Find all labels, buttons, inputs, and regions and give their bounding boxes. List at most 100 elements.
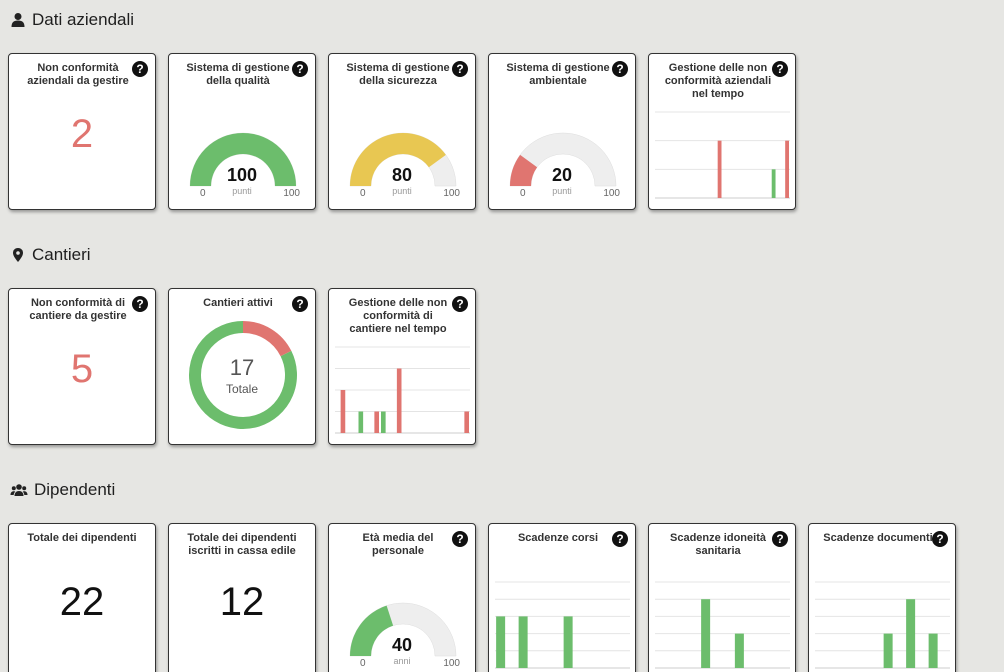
bar-chart: [655, 111, 790, 199]
gauge-chart: [509, 132, 617, 187]
help-icon[interactable]: ?: [292, 296, 308, 312]
section-title-label: Dipendenti: [34, 480, 116, 499]
card-site-nc-over-time[interactable]: Gestione delle non conformità di cantier…: [328, 288, 476, 445]
gauge-chart: [349, 132, 457, 187]
map-marker-icon: [10, 247, 26, 263]
card-title: Totale dei dipendenti iscritti in cassa …: [187, 532, 297, 557]
card-title: Età media del personale: [362, 532, 434, 557]
user-icon: [10, 12, 26, 28]
bar-7-0: [563, 616, 573, 668]
help-icon[interactable]: ?: [132, 61, 148, 77]
help-icon[interactable]: ?: [292, 61, 308, 77]
donut-total-label: Totale: [225, 382, 259, 396]
help-icon[interactable]: ?: [612, 531, 628, 547]
card-title: Sistema di gestione della sicurezza: [346, 62, 450, 87]
card-document-deadlines[interactable]: Scadenze documenti ?: [808, 523, 956, 672]
gauge-fill: [350, 133, 446, 186]
gauge-min: 0: [360, 658, 366, 669]
card-course-deadlines[interactable]: Scadenze corsi ?: [488, 523, 636, 672]
card-safety-system[interactable]: Sistema di gestione della sicurezza ? 80…: [328, 53, 476, 210]
card-title: Cantieri attivi: [203, 297, 273, 309]
gauge-max: 100: [443, 658, 460, 669]
bar-1-0: [496, 616, 506, 668]
card-total-cassa-edile[interactable]: Totale dei dipendenti iscritti in cassa …: [168, 523, 316, 672]
gauge-track: [509, 132, 617, 187]
help-icon[interactable]: ?: [452, 61, 468, 77]
card-company-nc-to-manage[interactable]: Non conformità aziendali da gestire ? 2: [8, 53, 156, 210]
gauge-max: 100: [283, 188, 300, 199]
section-title-employees: Dipendenti: [10, 478, 115, 502]
bar-chart: [495, 581, 630, 669]
gauge-max: 100: [443, 188, 460, 199]
card-title: Non conformità di cantiere da gestire: [29, 297, 127, 322]
help-icon[interactable]: ?: [772, 531, 788, 547]
gauge-unit: punti: [392, 186, 412, 196]
section-title-sites: Cantieri: [10, 243, 91, 267]
bar-12-1: [464, 411, 469, 433]
bar-8-0: [734, 633, 744, 668]
bar-3-0: [518, 616, 528, 668]
bar-5-0: [381, 411, 386, 433]
donut-slice-0: [242, 321, 292, 357]
gauge-min: 0: [200, 188, 206, 199]
card-title: Non conformità aziendali da gestire: [27, 62, 129, 87]
gauge-fill: [510, 154, 538, 186]
card-site-nc-to-manage[interactable]: Non conformità di cantiere da gestire ? …: [8, 288, 156, 445]
card-title: Sistema di gestione ambientale: [506, 62, 610, 87]
bar-13-0: [771, 169, 776, 198]
bar-14-1: [785, 140, 789, 198]
help-icon[interactable]: ?: [132, 296, 148, 312]
help-icon[interactable]: ?: [452, 296, 468, 312]
card-quality-system[interactable]: Sistema di gestione della qualità ? 100 …: [168, 53, 316, 210]
card-title: Gestione delle non conformità di cantier…: [348, 297, 448, 335]
help-icon[interactable]: ?: [932, 531, 948, 547]
gauge-value: 20: [551, 165, 573, 185]
card-active-sites[interactable]: Cantieri attivi ? 17 Totale: [168, 288, 316, 445]
donut-slice-1: [189, 321, 297, 429]
bar-1-1: [340, 390, 346, 433]
card-title: Totale dei dipendenti: [27, 532, 137, 544]
help-icon[interactable]: ?: [772, 61, 788, 77]
card-company-nc-over-time[interactable]: Gestione delle non conformità aziendali …: [648, 53, 796, 210]
bar-chart: [655, 581, 790, 669]
bar-3-0: [358, 411, 364, 433]
nc-count: 5: [70, 347, 94, 391]
donut-chart: [189, 321, 297, 429]
nc-count: 2: [70, 112, 94, 156]
bar-chart: [815, 581, 950, 669]
bar-9-0: [906, 599, 916, 668]
card-environment-system[interactable]: Sistema di gestione ambientale ? 20 punt…: [488, 53, 636, 210]
gauge-unit: anni: [393, 656, 411, 666]
bar-11-0: [928, 633, 938, 668]
gauge-fill: [350, 605, 394, 656]
help-icon[interactable]: ?: [612, 61, 628, 77]
employee-count: 12: [219, 580, 265, 624]
gauge-max: 100: [603, 188, 620, 199]
bar-5-0: [701, 599, 711, 668]
users-group-icon: [10, 482, 28, 498]
employee-count: 22: [59, 580, 105, 624]
section-title-label: Cantieri: [32, 245, 91, 264]
bar-chart: [335, 346, 470, 434]
card-average-age[interactable]: Età media del personale ? 40 anni 0 100: [328, 523, 476, 672]
gauge-value: 80: [391, 165, 413, 185]
gauge-min: 0: [360, 188, 366, 199]
gauge-value: 40: [391, 635, 413, 655]
card-title: Scadenze documenti: [823, 532, 933, 544]
bar-4-1: [374, 411, 379, 433]
card-total-employees[interactable]: Totale dei dipendenti 22: [8, 523, 156, 672]
card-title: Sistema di gestione della qualità: [186, 62, 290, 87]
section-title-label: Dati aziendali: [32, 10, 135, 29]
help-icon[interactable]: ?: [452, 531, 468, 547]
card-title: Scadenze idoneità sanitaria: [670, 532, 766, 557]
card-title: Scadenze corsi: [517, 532, 599, 544]
bar-6-1: [396, 368, 402, 433]
donut-total: 17: [229, 355, 255, 380]
gauge-value: 100: [226, 165, 258, 185]
gauge-unit: punti: [232, 186, 252, 196]
card-medical-deadlines[interactable]: Scadenze idoneità sanitaria ?: [648, 523, 796, 672]
gauge-chart: [189, 132, 297, 187]
gauge-min: 0: [520, 188, 526, 199]
gauge-unit: punti: [552, 186, 572, 196]
gauge-chart: [349, 602, 457, 657]
